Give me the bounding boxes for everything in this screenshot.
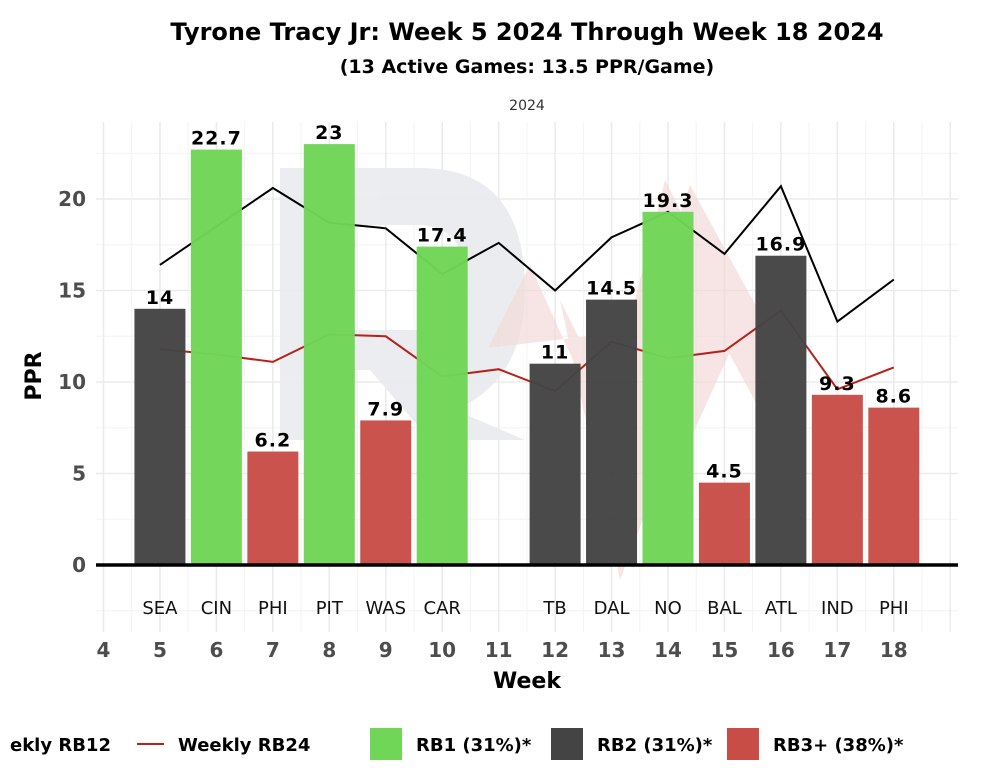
bar-value-label: 16.9 [755,234,806,256]
legend-label-rb3plus: RB3+ (38%)* [773,735,904,756]
x-tick-label: 8 [322,638,336,662]
x-tick-label: 7 [266,638,280,662]
opponent-label: BAL [707,598,742,619]
x-tick-label: 5 [153,638,167,662]
bar-value-label: 19.3 [643,190,694,212]
legend-label-rb2: RB2 (31%)* [597,735,713,756]
bar-value-label: 6.2 [255,430,292,452]
y-axis-label: PPR [22,351,47,400]
x-tick-label: 6 [209,638,223,662]
bar-week-6 [190,149,242,565]
opponent-label: SEA [142,598,178,619]
bar-week-9 [360,420,412,565]
x-tick-label: 13 [598,638,626,662]
opponent-label: CAR [424,598,461,619]
legend-label-rb1: RB1 (31%)* [416,735,532,756]
bar-week-12 [529,363,581,565]
bar-week-5 [134,308,186,565]
opponent-labels: SEA CIN PHI PIT WAS CAR TB DAL NO BAL ATL IND PHI [142,598,908,619]
x-tick-label: 12 [541,638,569,662]
opponent-label: PHI [258,598,288,619]
x-axis-ticks: 4 5 6 7 8 9 10 11 12 13 14 15 16 17 18 [97,638,908,662]
y-axis-ticks: 0 5 10 15 20 [58,187,86,577]
legend-label-rb24: Weekly RB24 [178,735,310,756]
bar-labels: 14 22.7 6.2 23 7.9 17.4 11 14.5 19.3 4.5 16.9 9.3 8.… [146,122,912,483]
bar-value-label: 11 [541,342,569,364]
opponent-label: ATL [765,598,797,619]
opponent-label: PHI [879,598,909,619]
bar-week-17 [811,394,863,565]
x-tick-label: 9 [379,638,393,662]
x-tick-label: 11 [485,638,513,662]
bar-value-label: 14 [146,287,174,309]
bar-value-label: 9.3 [819,373,856,395]
y-tick-label: 5 [72,462,86,486]
bar-week-7 [247,451,299,565]
bar-value-label: 22.7 [191,128,242,150]
y-tick-label: 10 [58,370,86,394]
opponent-label: IND [821,598,854,619]
bar-week-16 [755,255,807,566]
bar-week-13 [586,299,638,565]
bar-week-15 [698,482,750,565]
x-tick-label: 18 [880,638,908,662]
x-tick-label: 14 [654,638,682,662]
x-tick-label: 4 [97,638,111,662]
chart-title: Tyrone Tracy Jr: Week 5 2024 Through Wee… [170,18,883,46]
legend-swatch-rb3plus [727,728,759,760]
bar-week-10 [416,246,468,565]
legend-label-rb12: ekly RB12 [10,735,111,756]
bar-week-14 [642,211,694,565]
x-tick-label: 15 [711,638,739,662]
y-tick-label: 20 [58,187,86,211]
opponent-label: CIN [201,598,232,619]
legend: ekly RB12 Weekly RB24 RB1 (31%)* RB2 (31%)*… [10,728,904,760]
bar-week-8 [303,144,355,565]
bar-value-label: 23 [315,122,343,144]
bar-value-label: 14.5 [586,278,637,300]
opponent-label: DAL [594,598,630,619]
opponent-label: TB [542,598,566,619]
bar-week-18 [868,407,920,565]
x-axis-label: Week [493,669,562,694]
x-tick-label: 17 [823,638,851,662]
opponent-label: PIT [316,598,344,619]
opponent-label: NO [654,598,682,619]
series-line-weekly-rb12 [159,184,895,324]
x-tick-label: 16 [767,638,795,662]
y-tick-label: 0 [72,553,86,577]
bar-value-label: 4.5 [706,461,743,483]
legend-swatch-rb1 [370,728,402,760]
opponent-label: WAS [365,598,406,619]
bar-value-label: 17.4 [417,225,468,247]
x-tick-label: 10 [428,638,456,662]
y-tick-label: 15 [58,279,86,303]
bar-value-label: 7.9 [367,398,404,420]
chart-subtitle: (13 Active Games: 13.5 PPR/Game) [340,56,715,78]
facet-label: 2024 [509,98,545,114]
bar-value-label: 8.6 [875,386,912,408]
legend-swatch-rb2 [551,728,583,760]
bars [134,144,920,566]
